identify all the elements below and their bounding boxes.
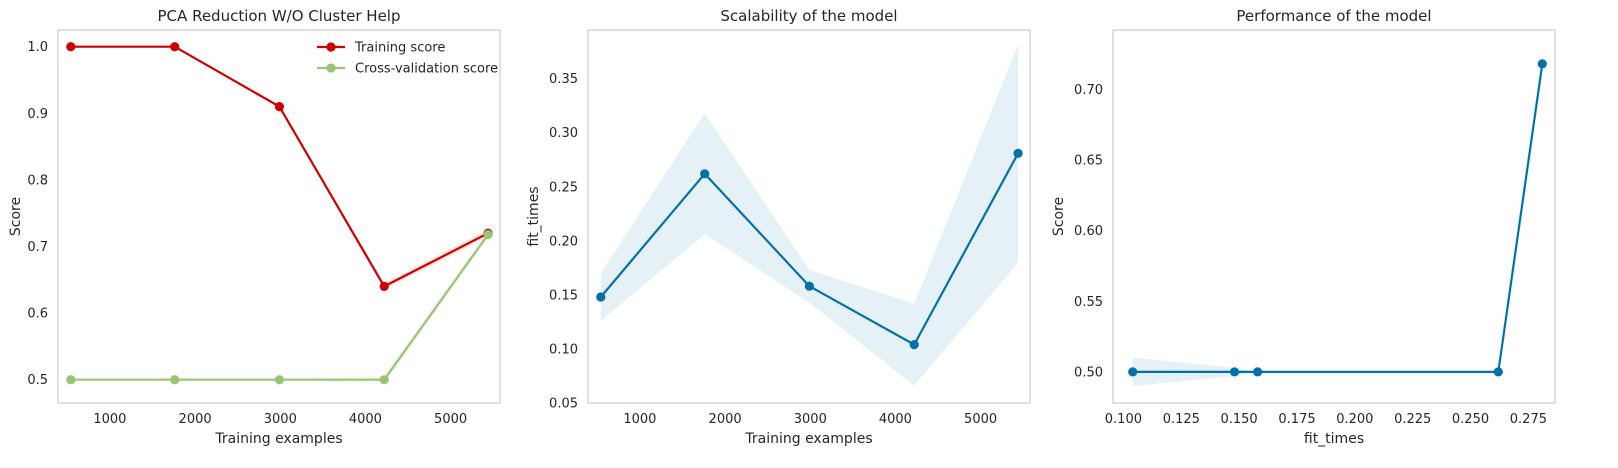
x-tick-label: 1000 xyxy=(93,412,126,427)
data-point xyxy=(1229,367,1240,377)
x-tick-label: 0.275 xyxy=(1510,412,1547,427)
y-tick-label: 0.65 xyxy=(1074,154,1103,169)
data-point xyxy=(483,229,493,240)
x-tick-label: 3000 xyxy=(264,412,297,427)
y-tick-label: 0.6 xyxy=(27,307,48,322)
legend-entry: Training score xyxy=(354,41,445,56)
y-tick-label: 0.15 xyxy=(549,288,578,303)
data-point xyxy=(274,375,284,385)
x-tick-label: 2000 xyxy=(709,412,742,427)
data-point xyxy=(804,281,815,291)
data-point xyxy=(1128,367,1138,377)
x-tick-label: 0.225 xyxy=(1394,412,1431,427)
x-tick-label: 2000 xyxy=(179,412,212,427)
data-point xyxy=(700,169,710,179)
chart-title: Performance of the model xyxy=(1236,7,1431,25)
y-axis-label: Score xyxy=(1051,197,1067,236)
chart-title: PCA Reduction W/O Cluster Help xyxy=(158,7,401,25)
data-point xyxy=(170,42,180,52)
y-tick-label: 1.0 xyxy=(27,40,48,55)
data-point xyxy=(379,281,389,291)
y-tick-label: 0.5 xyxy=(27,373,48,388)
data-point xyxy=(379,375,389,385)
x-tick-label: 5000 xyxy=(434,412,467,427)
axes-frame xyxy=(587,29,1031,404)
series-band-1 xyxy=(600,44,1019,386)
x-axis-label: Training examples xyxy=(214,431,342,447)
plot-area xyxy=(1113,30,1555,403)
y-tick-label: 0.9 xyxy=(27,107,48,122)
y-tick-label: 0.20 xyxy=(549,234,578,249)
legend-entry: Cross-validation score xyxy=(355,62,498,77)
plot-area xyxy=(588,30,1030,403)
x-axis-label: fit_times xyxy=(1304,431,1364,447)
y-tick-label: 0.30 xyxy=(549,126,578,141)
y-tick-label: 0.05 xyxy=(549,397,578,412)
axes-frame xyxy=(1112,29,1556,404)
data-point xyxy=(170,375,180,385)
x-tick-label: 5000 xyxy=(964,412,997,427)
chart-panel-1: 1000 2000 3000 4000 5000 0.5 0.6 0.7 0.8 0.9 1.0 PC… xyxy=(8,7,501,447)
chart-panel-3: 0.100 0.125 0.150 0.175 0.200 0.225 0.250 0.275… xyxy=(1051,7,1556,447)
data-point xyxy=(1493,367,1503,377)
legend-marker xyxy=(326,42,336,52)
x-tick-label: 0.200 xyxy=(1336,412,1373,427)
x-tick-label: 1000 xyxy=(623,412,656,427)
x-tick-label: 0.125 xyxy=(1163,412,1200,427)
x-tick-label: 0.175 xyxy=(1278,412,1315,427)
y-tick-label: 0.7 xyxy=(27,240,48,255)
axes-frame xyxy=(57,29,501,404)
x-tick-label: 3000 xyxy=(794,412,827,427)
x-tick-label: 0.100 xyxy=(1105,412,1142,427)
plot-area xyxy=(58,30,500,403)
x-axis-label: Training examples xyxy=(744,431,872,447)
y-tick-label: 0.50 xyxy=(1074,365,1103,380)
data-point xyxy=(909,340,919,350)
legend-marker xyxy=(326,63,336,73)
y-tick-label: 0.35 xyxy=(549,72,578,87)
y-tick-label: 0.55 xyxy=(1074,295,1103,310)
y-tick-label: 0.60 xyxy=(1074,224,1103,239)
data-point xyxy=(1253,367,1263,377)
data-point xyxy=(66,375,76,385)
data-point xyxy=(66,42,76,52)
data-point xyxy=(596,292,606,302)
y-axis-label: Score xyxy=(8,197,24,236)
y-tick-label: 0.10 xyxy=(549,342,578,357)
chart-title: Scalability of the model xyxy=(720,7,897,25)
y-axis-label: fit_times xyxy=(526,186,542,246)
x-tick-label: 4000 xyxy=(349,412,382,427)
data-point xyxy=(1013,148,1023,158)
y-tick-label: 0.25 xyxy=(549,180,578,195)
data-point xyxy=(1537,59,1547,69)
x-tick-label: 0.250 xyxy=(1452,412,1489,427)
y-tick-label: 0.8 xyxy=(27,173,48,188)
legend: Training score Cross-validation score xyxy=(317,41,498,77)
chart-panel-2: 1000 2000 3000 4000 5000 0.05 0.10 0.15 0.20 0.25… xyxy=(526,7,1031,447)
x-tick-label: 4000 xyxy=(879,412,912,427)
y-tick-label: 0.70 xyxy=(1074,83,1103,98)
data-point xyxy=(274,102,284,112)
x-tick-label: 0.150 xyxy=(1220,412,1257,427)
